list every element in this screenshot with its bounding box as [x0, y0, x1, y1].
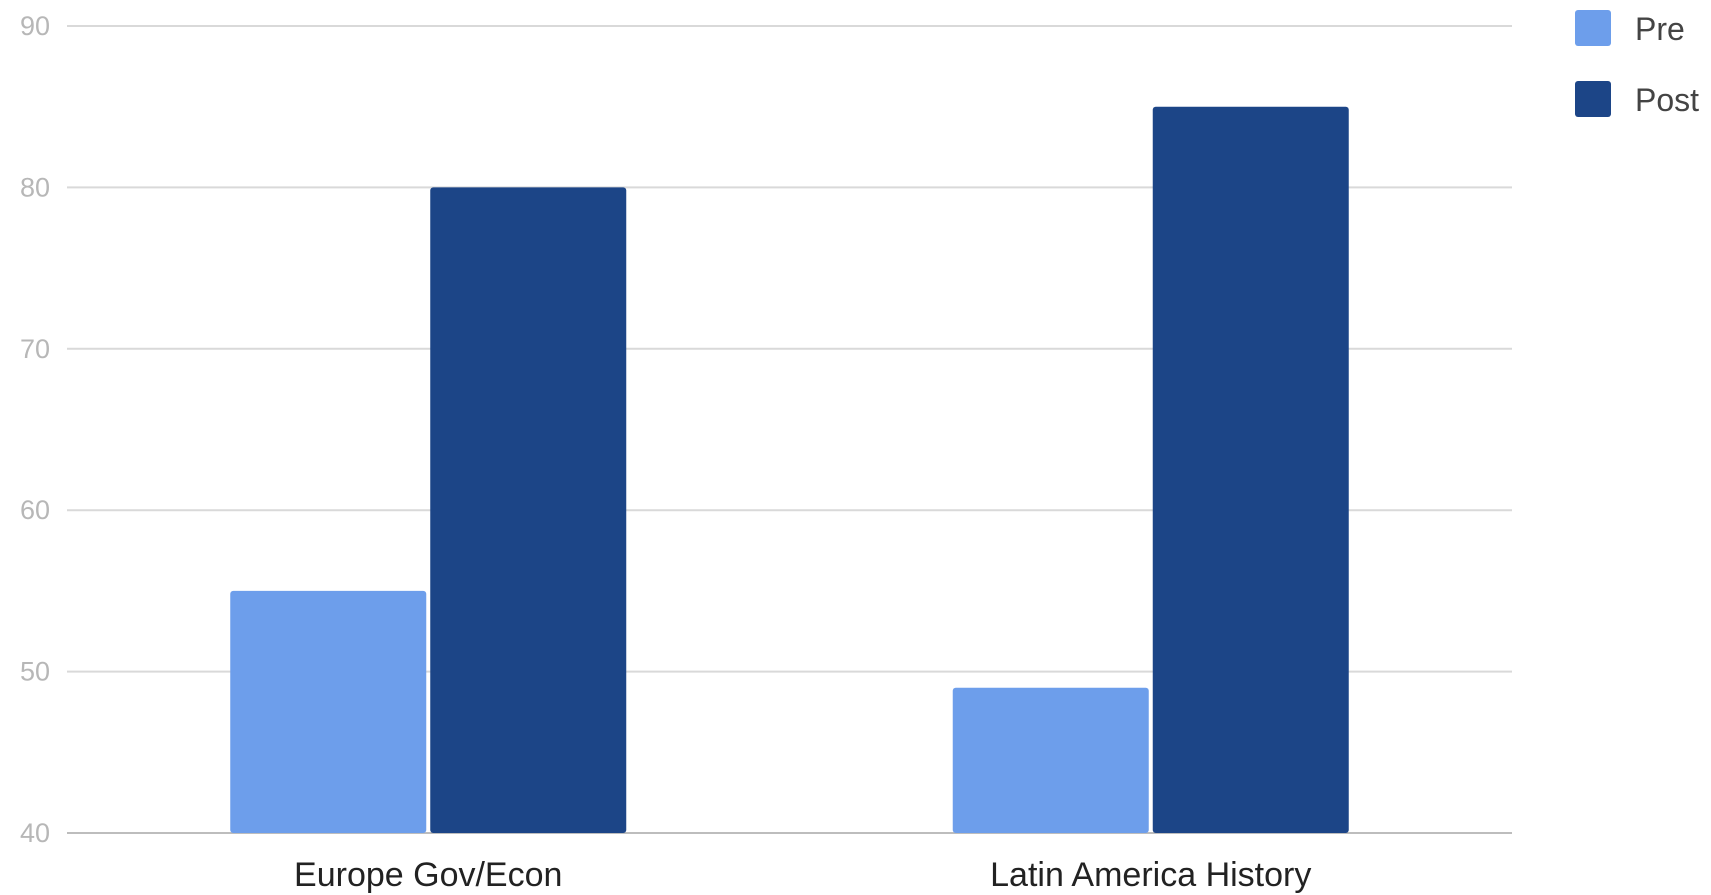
x-category-label: Latin America History	[990, 856, 1311, 894]
legend-swatch-pre	[1575, 10, 1611, 46]
y-tick-label: 70	[20, 334, 50, 364]
y-tick-label: 50	[20, 657, 50, 687]
x-axis-category-labels: Europe Gov/Econ Latin America History	[294, 856, 1311, 894]
bar-post-1	[1152, 106, 1349, 833]
y-tick-label: 40	[20, 818, 50, 848]
y-tick-label: 80	[20, 172, 50, 202]
bar-pre-1	[952, 687, 1149, 833]
legend: Pre Post	[1575, 10, 1699, 118]
y-axis-tick-labels: 40 50 60 70 80 90	[20, 11, 50, 848]
bars	[230, 106, 1349, 833]
bar-post-0	[430, 187, 627, 833]
y-tick-label: 60	[20, 495, 50, 525]
legend-label-pre: Pre	[1635, 11, 1685, 47]
y-tick-label: 90	[20, 11, 50, 41]
legend-label-post: Post	[1635, 82, 1699, 118]
legend-swatch-post	[1575, 81, 1611, 117]
x-category-label: Europe Gov/Econ	[294, 856, 562, 894]
bar-pre-0	[230, 590, 427, 833]
